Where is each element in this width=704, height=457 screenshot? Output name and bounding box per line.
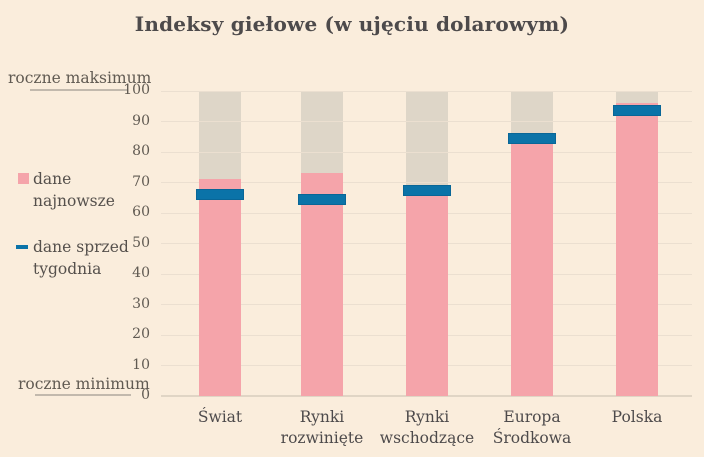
category-label-3: Rynki wschodzące bbox=[379, 408, 475, 447]
gridline-100 bbox=[161, 90, 692, 92]
latest-bar-1 bbox=[199, 179, 241, 396]
week-ago-dash-icon bbox=[16, 245, 28, 249]
week-ago-line-2 bbox=[298, 193, 346, 205]
legend-item-week-ago: dane sprzed tygodnia bbox=[16, 236, 129, 280]
gridline-70 bbox=[161, 182, 692, 183]
ytick-label-60: 60 bbox=[132, 204, 150, 220]
chart-title: Indeksy giełowe (w ujęciu dolarowym) bbox=[134, 12, 570, 36]
latest-data-square-icon bbox=[18, 173, 29, 184]
ytick-label-80: 80 bbox=[132, 143, 150, 159]
ytick-label-50: 50 bbox=[132, 234, 150, 251]
week-ago-line-4 bbox=[508, 132, 556, 144]
ytick-label-30: 30 bbox=[132, 295, 150, 312]
legend-label-week-ago: dane sprzed tygodnia bbox=[33, 238, 129, 278]
gridline-80 bbox=[161, 151, 692, 153]
ytick-label-10: 10 bbox=[132, 356, 150, 373]
annual-maximum-line bbox=[30, 89, 128, 91]
gridline-0 bbox=[161, 395, 692, 397]
ytick-label-100: 100 bbox=[123, 82, 150, 98]
week-ago-line-5 bbox=[613, 105, 661, 117]
legend-label-latest: dane najnowsze bbox=[33, 170, 115, 210]
latest-bar-3 bbox=[406, 194, 448, 396]
category-label-2: Rynki rozwinięte bbox=[280, 408, 364, 447]
category-label-4: Europa Środkowa bbox=[492, 408, 572, 447]
annual-minimum-label: roczne minimum bbox=[18, 375, 150, 393]
latest-bar-2 bbox=[301, 173, 343, 396]
gridline-90 bbox=[161, 121, 692, 122]
annual-minimum-line bbox=[35, 394, 131, 396]
latest-bar-5 bbox=[616, 103, 658, 396]
legend-item-latest: dane najnowsze bbox=[18, 168, 115, 212]
ytick-label-0: 0 bbox=[141, 387, 150, 403]
ytick-label-70: 70 bbox=[132, 173, 150, 190]
ytick-label-90: 90 bbox=[132, 112, 150, 129]
week-ago-line-1 bbox=[196, 189, 244, 201]
ytick-label-40: 40 bbox=[132, 265, 150, 281]
ytick-label-20: 20 bbox=[132, 326, 150, 342]
annual-maximum-label: roczne maksimum bbox=[8, 69, 152, 87]
category-label-1: Świat bbox=[197, 408, 243, 426]
latest-bar-4 bbox=[511, 139, 553, 396]
category-label-5: Polska bbox=[611, 408, 663, 426]
week-ago-line-3 bbox=[403, 184, 451, 196]
